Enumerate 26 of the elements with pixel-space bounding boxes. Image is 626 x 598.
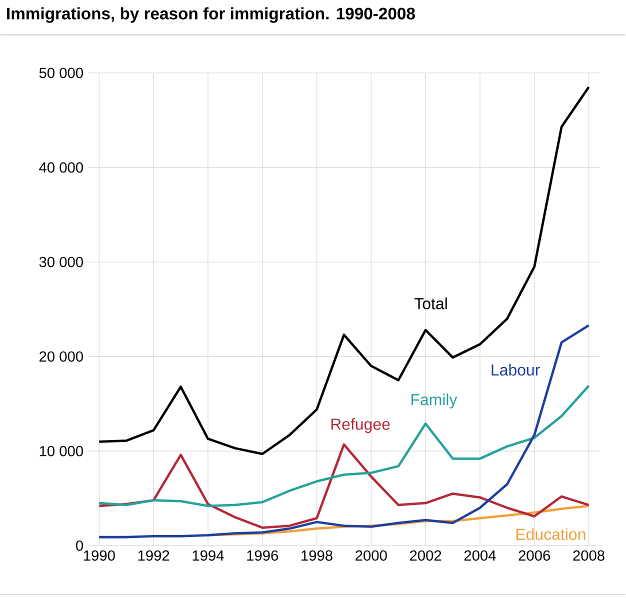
line-series [98,86,590,456]
x-tick-label: 2004 [464,550,496,561]
x-tick-label: 1996 [247,550,278,561]
x-tick-label: 1990 [84,550,115,561]
line-series [98,324,590,538]
x-tick-label: 2008 [573,550,604,561]
series-label: Education [516,528,586,540]
x-tick-label: 1994 [192,550,224,561]
x-tick-label: 2002 [410,550,442,561]
y-tick-label: 50 000 [39,68,83,78]
series-label: Family [412,393,458,408]
series-label: Refugee [331,418,390,433]
y-tick-label: 0 [76,540,83,551]
y-tick-label: 40 000 [39,162,83,173]
series-label: Labour [492,364,540,376]
y-tick-label: 10 000 [40,446,83,456]
y-tick-label: 30 000 [39,256,83,268]
line-series [98,443,590,529]
x-tick-label: 2000 [356,550,387,561]
series-label: Total [414,297,447,310]
x-tick-label: 1992 [138,550,170,561]
chart-title: Immigrations, by reason for immigration. 1990-2008 [7,7,415,23]
x-tick-label: 2006 [518,550,550,561]
y-tick-label: 20 000 [40,351,83,362]
line-series [98,384,590,508]
x-tick-label: 1998 [302,550,332,561]
